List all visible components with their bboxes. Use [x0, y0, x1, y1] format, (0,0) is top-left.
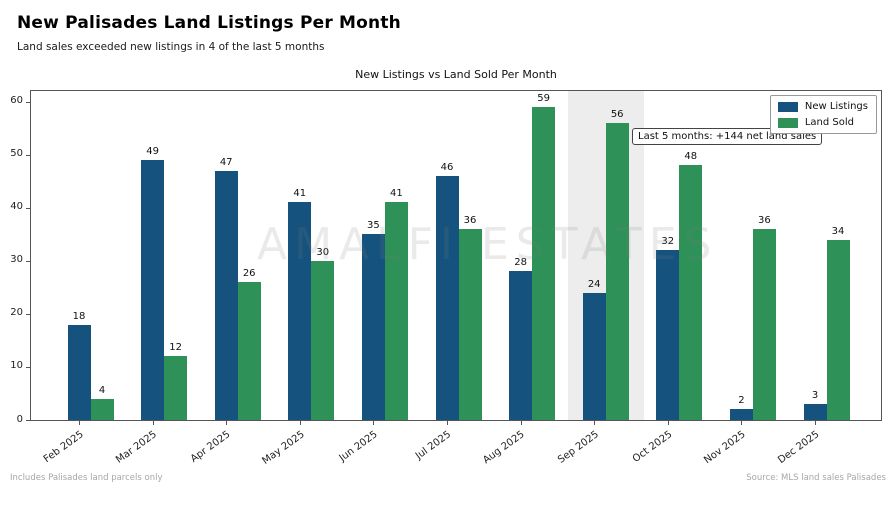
watermark-text: AMALFI ESTATES: [257, 219, 719, 270]
x-tick-label-sep-2025: Sep 2025: [555, 429, 601, 466]
legend-swatch-land-sold: [777, 117, 798, 128]
bar-new-listings-sep-2025: [582, 292, 606, 420]
bar-value-new-listings-jun-2025: 35: [367, 220, 380, 232]
bar-new-listings-jul-2025: [435, 175, 459, 420]
x-tick-label-feb-2025: Feb 2025: [41, 429, 86, 466]
x-tick-mark: [226, 421, 228, 425]
legend: New Listings Land Sold: [769, 95, 877, 134]
page-subtitle: Land sales exceeded new listings in 4 of…: [17, 41, 325, 53]
y-tick-label: 60: [10, 95, 23, 107]
bar-value-land-sold-nov-2025: 36: [758, 215, 771, 226]
bar-land-sold-feb-2025: [90, 398, 114, 420]
x-tick-mark: [447, 421, 448, 425]
bar-value-new-listings-mar-2025: 49: [146, 146, 159, 157]
bar-value-land-sold-jun-2025: 41: [390, 188, 403, 200]
bar-land-sold-dec-2025: [826, 239, 850, 420]
bar-value-land-sold-jul-2025: 36: [463, 215, 477, 226]
legend-item-land-sold: Land Sold: [777, 117, 868, 128]
bar-new-listings-dec-2025: [803, 404, 827, 420]
x-tick-label-jul-2025: Jul 2025: [414, 429, 454, 462]
bar-value-land-sold-apr-2025: 26: [242, 268, 256, 279]
bar-value-land-sold-mar-2025: 12: [169, 342, 182, 354]
chart-title: New Listings vs Land Sold Per Month: [355, 68, 557, 81]
bar-land-sold-jun-2025: [384, 202, 408, 420]
legend-swatch-new-listings: [777, 101, 798, 112]
bar-new-listings-jun-2025: [361, 234, 385, 420]
y-tick-label: 30: [10, 254, 23, 266]
y-tick-label: 40: [10, 201, 23, 213]
bar-value-new-listings-oct-2025: 32: [661, 236, 675, 248]
footnote-left: Includes Palisades land parcels only: [10, 473, 163, 483]
page-title: New Palisades Land Listings Per Month: [17, 13, 401, 33]
x-tick-label-aug-2025: Aug 2025: [481, 429, 528, 467]
bar-value-new-listings-aug-2025: 28: [514, 257, 527, 269]
bar-value-new-listings-nov-2025: 2: [738, 395, 745, 407]
bar-value-new-listings-jul-2025: 46: [440, 161, 454, 173]
x-tick-label-oct-2025: Oct 2025: [630, 429, 675, 465]
x-tick-mark: [741, 421, 743, 425]
bar-value-land-sold-may-2025: 30: [316, 246, 330, 258]
x-tick-label-apr-2025: Apr 2025: [189, 429, 233, 465]
x-tick-mark: [373, 421, 375, 425]
bar-value-land-sold-sep-2025: 56: [610, 108, 624, 120]
bar-land-sold-jul-2025: [458, 229, 482, 420]
x-tick-label-jun-2025: Jun 2025: [337, 429, 380, 464]
legend-label-new-listings: New Listings: [804, 101, 868, 112]
x-tick-mark: [815, 421, 816, 425]
bar-new-listings-apr-2025: [214, 170, 238, 420]
x-tick-label-nov-2025: Nov 2025: [702, 429, 748, 467]
bar-land-sold-may-2025: [311, 260, 335, 420]
bar-new-listings-nov-2025: [729, 409, 753, 420]
bar-value-land-sold-feb-2025: 4: [98, 384, 106, 396]
bar-new-listings-may-2025: [288, 202, 312, 420]
bar-value-land-sold-aug-2025: 59: [537, 92, 550, 104]
x-tick-label-may-2025: May 2025: [259, 429, 307, 467]
legend-item-new-listings: New Listings: [777, 101, 868, 112]
x-tick-mark: [667, 421, 669, 425]
legend-label-land-sold: Land Sold: [804, 117, 854, 128]
bar-new-listings-feb-2025: [67, 324, 91, 420]
x-tick-mark: [152, 421, 154, 425]
bar-value-land-sold-oct-2025: 48: [684, 151, 698, 163]
bar-land-sold-apr-2025: [237, 282, 261, 420]
bar-value-new-listings-apr-2025: 47: [219, 156, 233, 168]
y-tick-label: 50: [10, 148, 23, 160]
bar-land-sold-oct-2025: [679, 165, 703, 420]
bar-land-sold-nov-2025: [752, 229, 776, 420]
bar-new-listings-oct-2025: [656, 250, 680, 420]
bar-land-sold-sep-2025: [605, 122, 629, 420]
y-tick-label: 0: [16, 413, 23, 425]
x-tick-mark: [299, 421, 301, 425]
bar-land-sold-aug-2025: [532, 106, 556, 420]
bar-new-listings-mar-2025: [141, 160, 165, 420]
x-tick-label-dec-2025: Dec 2025: [776, 429, 822, 467]
bar-new-listings-aug-2025: [509, 271, 533, 420]
x-tick-label-mar-2025: Mar 2025: [114, 429, 160, 466]
y-tick-label: 10: [10, 360, 23, 372]
footnote-right: Source: MLS land sales Palisades: [746, 473, 886, 483]
y-tick-label: 20: [10, 307, 23, 319]
plot-area: AMALFI ESTATES 18 4 49 12 47 26 41 30 35 41 46 36 28…: [30, 90, 882, 421]
bar-value-new-listings-feb-2025: 18: [72, 310, 86, 322]
bar-value-land-sold-dec-2025: 34: [831, 225, 845, 237]
x-tick-mark: [79, 421, 80, 425]
bar-value-new-listings-may-2025: 41: [293, 188, 307, 200]
bar-land-sold-mar-2025: [164, 356, 188, 420]
bar-value-new-listings-sep-2025: 24: [587, 278, 601, 290]
x-tick-mark: [520, 421, 522, 425]
x-tick-mark: [594, 421, 596, 425]
bar-value-new-listings-dec-2025: 3: [811, 390, 819, 402]
